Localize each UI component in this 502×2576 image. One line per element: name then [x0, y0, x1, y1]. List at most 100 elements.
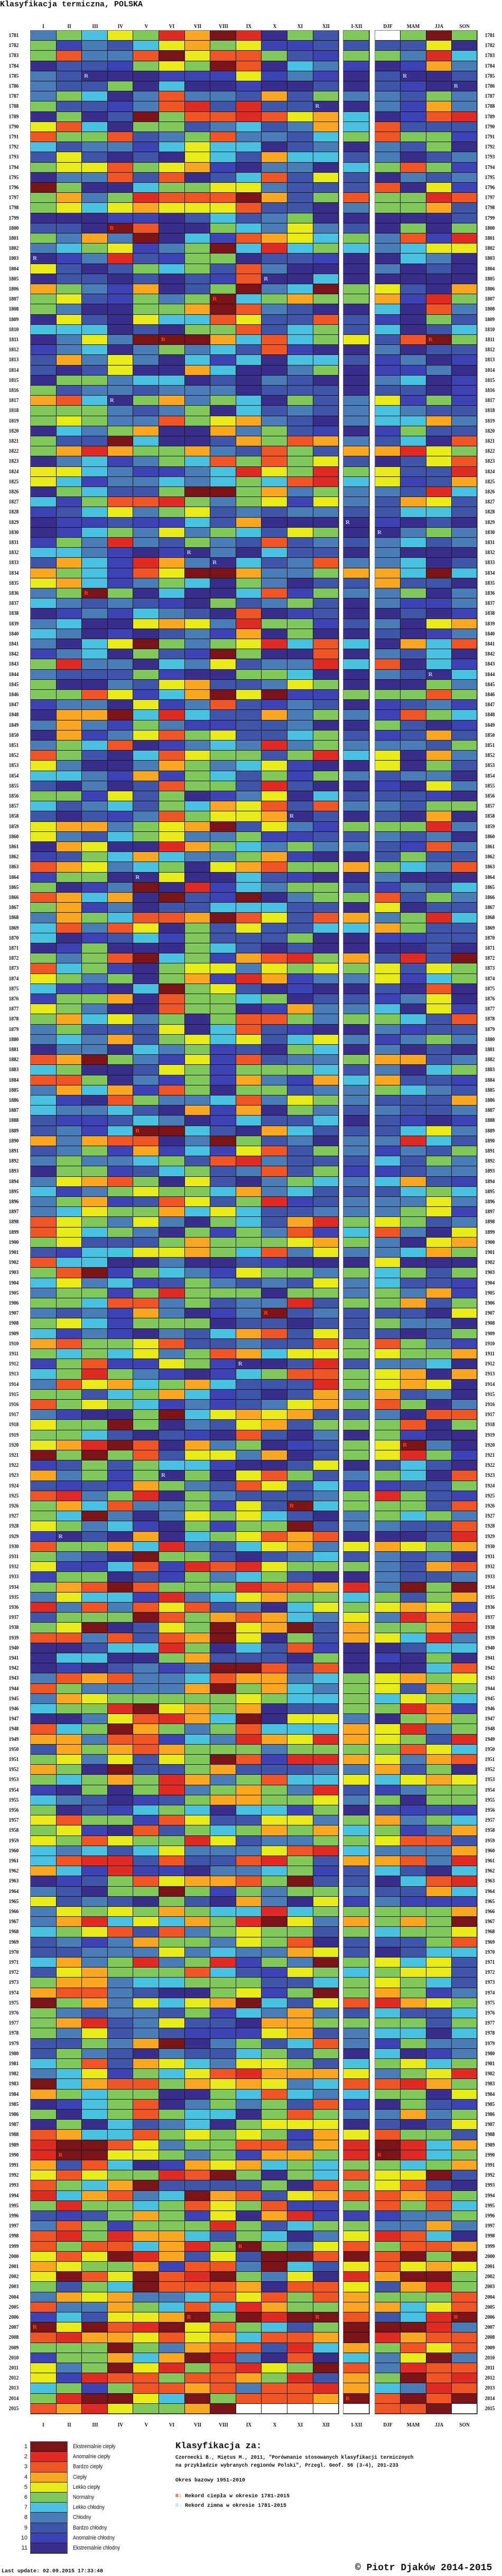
cell-1985-DJF [375, 2099, 401, 2110]
cell-1891-III [82, 1146, 108, 1157]
cell-1980-VIII [210, 2048, 236, 2059]
cell-1947-MAM [401, 1714, 426, 1725]
year-label-left: 1826 [8, 489, 19, 495]
cell-1828-V [133, 507, 159, 518]
cell-2001-VI [159, 2262, 185, 2272]
cell-1878-XI [287, 1014, 313, 1025]
cell-1804-I [31, 264, 57, 274]
cell-1967-I [31, 1917, 57, 1927]
cell-1894-II [56, 1176, 82, 1187]
cell-1821-SON [451, 436, 478, 447]
cell-1908-SON [451, 1318, 478, 1329]
cell-1969-MAM [401, 1937, 426, 1947]
cell-1875-JJA [426, 983, 452, 994]
year-label-left: 1957 [8, 1817, 19, 1824]
cell-1834-II [56, 568, 82, 578]
cell-1970-VI [159, 1947, 185, 1957]
cell-1910-V [133, 1338, 159, 1349]
cell-1786-VI [159, 81, 185, 92]
cell-1972-VI [159, 1968, 185, 1978]
cell-2007-MAM [401, 2322, 426, 2333]
cell-1999-VII [184, 2241, 211, 2252]
cell-1908-DJF [375, 1318, 401, 1329]
cell-1944-VIII [210, 1683, 236, 1694]
cell-1876-III [82, 994, 108, 1005]
cell-1974-SON [451, 1988, 478, 1998]
year-label-left: 1871 [8, 945, 19, 951]
cell-2012-DJF [375, 2373, 401, 2384]
cell-1842-XI [287, 649, 313, 660]
cell-1909-XII [313, 1328, 339, 1339]
cell-1922-MAM [401, 1460, 426, 1471]
cell-1828-XII [313, 507, 339, 518]
legend-number: 6 [24, 2494, 27, 2500]
cell-1842-VI [159, 649, 185, 660]
cell-1842-DJF [375, 649, 401, 660]
cell-1920-IX [236, 1440, 262, 1450]
cell-1994-IV [107, 2190, 134, 2201]
cell-2002-V [133, 2272, 159, 2282]
cell-1947-II [56, 1714, 82, 1725]
cell-1973-SON [451, 1978, 478, 1988]
year-label-right: 1922 [485, 1462, 495, 1469]
cell-1981-XI [287, 2059, 313, 2069]
cell-1849-DJF [375, 720, 401, 730]
legend-swatch [31, 2533, 67, 2543]
cell-2005-XII [313, 2302, 339, 2312]
cell-1985-SON [451, 2099, 478, 2110]
cell-1926-VIII [210, 1501, 236, 1512]
cell-1962-I [31, 1866, 57, 1877]
cell-1833-SON [451, 558, 478, 568]
cell-1787-I-XII [343, 91, 369, 102]
cell-1785-I [31, 71, 57, 81]
cell-1885-JJA [426, 1085, 452, 1095]
cell-1888-II [56, 1116, 82, 1126]
cell-1842-IX [236, 649, 262, 660]
cell-1811-I [31, 335, 57, 345]
cell-1935-IV [107, 1592, 134, 1603]
cell-1960-I [31, 1846, 57, 1856]
cell-1900-I [31, 1237, 57, 1248]
cell-1809-II [56, 314, 82, 325]
cell-1894-IV [107, 1176, 134, 1187]
cell-1928-V [133, 1521, 159, 1532]
cell-1821-II [56, 436, 82, 447]
cell-2009-SON [451, 2343, 478, 2353]
cell-1929-IV [107, 1531, 134, 1542]
cell-1876-IX [236, 994, 262, 1005]
year-label-left: 1806 [8, 286, 19, 292]
cell-1852-V [133, 751, 159, 761]
cell-1793-SON [451, 152, 478, 163]
cell-1992-VI [159, 2170, 185, 2181]
cell-2000-DJF [375, 2251, 401, 2262]
record-hot-marker: R [403, 1441, 407, 1448]
legend-swatch [31, 2503, 67, 2513]
cell-1934-VIII [210, 1582, 236, 1593]
cell-2010-V [133, 2353, 159, 2363]
year-label-right: 1790 [485, 123, 495, 130]
cell-1858-VI [159, 811, 185, 822]
cell-1935-III [82, 1592, 108, 1603]
cell-1784-MAM [401, 61, 426, 71]
cell-1840-IV [107, 629, 134, 639]
cell-1921-II [56, 1450, 82, 1461]
cell-1858-VII [184, 811, 211, 822]
cell-1927-III [82, 1511, 108, 1522]
cell-1926-XII [313, 1501, 339, 1512]
cell-1814-III [82, 365, 108, 376]
cell-1943-VIII [210, 1673, 236, 1684]
cell-1793-IV [107, 152, 134, 163]
cell-1790-III [82, 121, 108, 132]
year-label-left: 1785 [8, 72, 19, 79]
cell-1942-III [82, 1663, 108, 1674]
cell-1812-V [133, 345, 159, 355]
cell-1786-DJF [375, 81, 401, 92]
cell-1859-JJA [426, 821, 452, 832]
cell-1934-XII [313, 1582, 339, 1593]
year-label-right: 1783 [485, 52, 495, 59]
year-label-left: 1922 [8, 1462, 19, 1469]
cell-1878-VI [159, 1014, 185, 1025]
cell-1866-VIII [210, 893, 236, 903]
cell-1932-MAM [401, 1562, 426, 1572]
cell-1858-MAM [401, 811, 426, 822]
